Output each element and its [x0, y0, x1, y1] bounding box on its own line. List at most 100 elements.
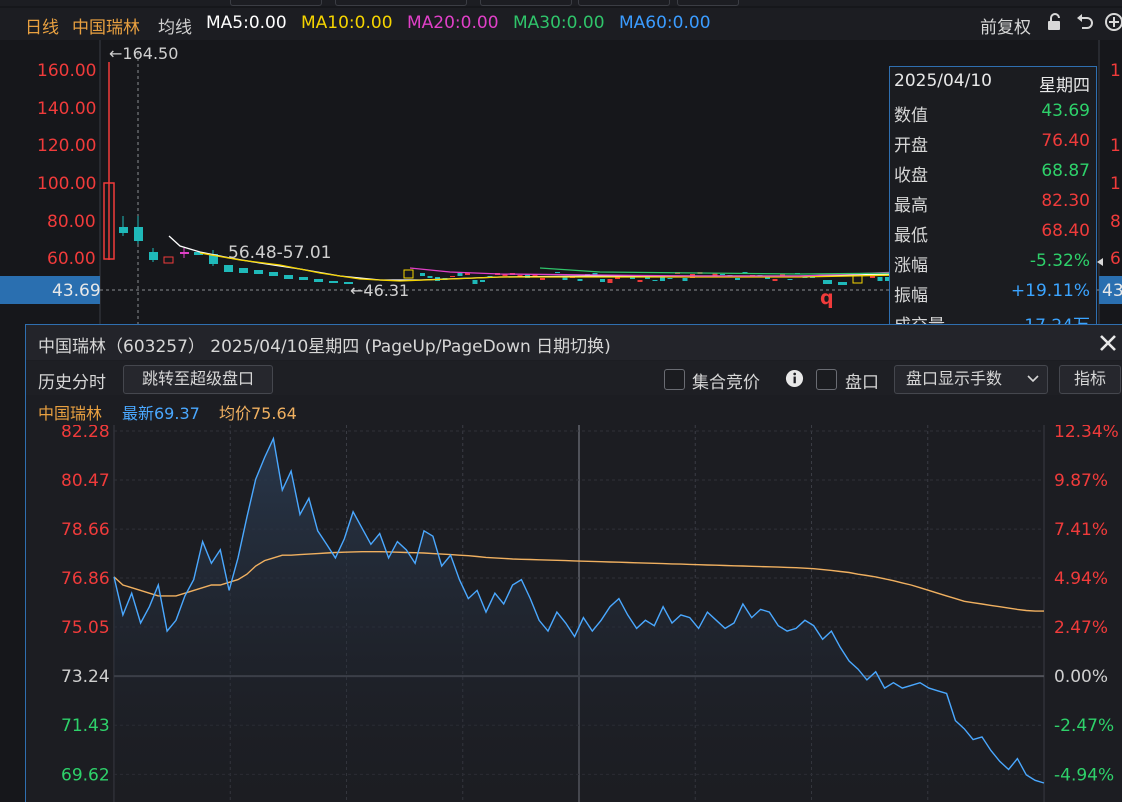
price-info-line: 中国瑞林 最新69.37 均价75.64 [26, 395, 1122, 425]
candle-down [480, 280, 485, 282]
close-icon[interactable] [1098, 333, 1118, 357]
ma5-value: MA5:0.00 [206, 13, 287, 33]
price-tick: 75.05 [61, 618, 110, 638]
candle-down [314, 279, 323, 282]
candle-up [450, 276, 455, 277]
percent-tick: 4.94% [1054, 569, 1108, 589]
latest-price: 最新69.37 [122, 404, 200, 423]
percent-tick: -4.94% [1054, 765, 1114, 785]
info-icon[interactable] [785, 369, 804, 392]
period-label[interactable]: 日线 [25, 18, 59, 38]
right-tick: 1 [1110, 136, 1121, 156]
info-row-value: +19.11% [1010, 281, 1090, 301]
scroll-arrow-icon[interactable] [1097, 258, 1103, 266]
info-row-value: 68.87 [1041, 161, 1090, 181]
price-tick: 82.28 [61, 425, 110, 442]
ma-label[interactable]: 均线 [158, 18, 192, 38]
dialog-title: 中国瑞林（603257） 2025/04/10星期四 (PageUp/PageD… [38, 337, 611, 357]
candle-up [403, 269, 414, 279]
info-row-label: 成交量 [894, 316, 945, 326]
auction-checkbox[interactable] [664, 369, 685, 390]
candle-down [630, 277, 635, 279]
right-tick: 1 [1110, 61, 1121, 81]
high-annotation: ←164.50 [109, 44, 178, 63]
info-row: 成交量 17.24万 [894, 307, 1092, 326]
info-row-label: 最高 [894, 196, 928, 216]
candle-down [209, 254, 218, 264]
candle-down [525, 274, 530, 278]
price-tick: 71.43 [61, 716, 110, 736]
candle-down [787, 279, 793, 280]
indicator-button[interactable]: 指标 [1059, 365, 1121, 394]
candle-down [194, 252, 203, 255]
price-tick: 76.86 [61, 569, 110, 589]
jump-super-pankou-button[interactable]: 跳转至超级盘口 [123, 365, 273, 394]
candle-up [540, 278, 545, 280]
pankou-display-value: 盘口显示手数 [906, 369, 1003, 388]
intraday-chart[interactable]: 82.28 12.34% 80.47 9.87% 78.66 7.41% 76.86 4.94… [26, 425, 1122, 802]
ma10-line [199, 252, 1076, 282]
price-tick: 69.62 [61, 765, 110, 785]
candle-down [239, 268, 248, 273]
info-date-row: 2025/04/10 星期四 [894, 67, 1092, 97]
info-row: 涨幅 -5.32% [894, 247, 1092, 277]
crosshair-value: 43.69 [52, 281, 101, 301]
top-tab[interactable] [335, 0, 467, 6]
y-tick: 120.00 [37, 136, 96, 156]
info-row: 收盘 68.87 [894, 157, 1092, 187]
candle-up [517, 275, 523, 277]
pankou-display-select[interactable]: 盘口显示手数 [894, 365, 1048, 394]
candle-up [870, 275, 875, 278]
lock-icon[interactable] [1046, 12, 1064, 37]
price-tick: 73.24 [61, 667, 110, 687]
info-row-value: 76.40 [1041, 131, 1090, 151]
candle-down [134, 227, 143, 241]
right-tick: 6 [1110, 249, 1121, 269]
candle-down [682, 278, 688, 281]
candle-up [637, 280, 643, 282]
candle-down [269, 272, 278, 276]
candle-down [329, 281, 338, 283]
candle-down [254, 270, 263, 274]
top-tab[interactable] [230, 0, 322, 6]
crosshair-value-box [0, 276, 100, 304]
undo-icon[interactable] [1076, 12, 1094, 37]
info-row-label: 开盘 [894, 136, 928, 156]
candle-down [457, 273, 463, 276]
candle-down [427, 276, 433, 278]
candle-down [645, 277, 650, 279]
candle-down [720, 274, 725, 275]
price-line [113, 436, 1045, 784]
info-row-label: 数值 [894, 106, 928, 126]
low-annotation: ←46.31 [350, 281, 409, 300]
top-tab[interactable] [677, 0, 739, 6]
marker-q: q [820, 287, 834, 309]
ma60-value: MA60:0.00 [619, 13, 711, 33]
dialog-title-bar: 中国瑞林（603257） 2025/04/10星期四 (PageUp/PageD… [26, 325, 1122, 360]
range-annotation: 56.48-57.01 [228, 243, 331, 263]
candle-up [607, 279, 613, 283]
candle-down [420, 273, 425, 276]
percent-tick: 0.00% [1054, 667, 1108, 687]
top-tab[interactable] [578, 0, 670, 6]
add-icon[interactable] [1104, 12, 1122, 37]
info-row-value: 82.30 [1041, 191, 1090, 211]
top-tab-strip [0, 0, 1122, 6]
candle-down [838, 282, 847, 285]
candle-down [299, 277, 308, 280]
price-tick: 78.66 [61, 520, 110, 540]
candle-down [735, 278, 740, 280]
ma20-value: MA20:0.00 [407, 13, 499, 33]
info-row-value: 17.24万 [1024, 316, 1090, 326]
percent-tick: -2.47% [1054, 716, 1114, 736]
candle-down [562, 277, 568, 280]
info-row-value: 68.40 [1041, 221, 1090, 241]
candle-up [465, 273, 470, 275]
crosshair-value-box-right [1099, 276, 1122, 304]
history-label: 历史分时 [38, 373, 106, 393]
pankou-checkbox[interactable] [816, 369, 837, 390]
y-tick: 160.00 [37, 61, 96, 81]
candle-down [885, 277, 890, 281]
top-tab[interactable] [480, 0, 572, 6]
adjust-selector[interactable]: 前复权 [980, 18, 1031, 38]
